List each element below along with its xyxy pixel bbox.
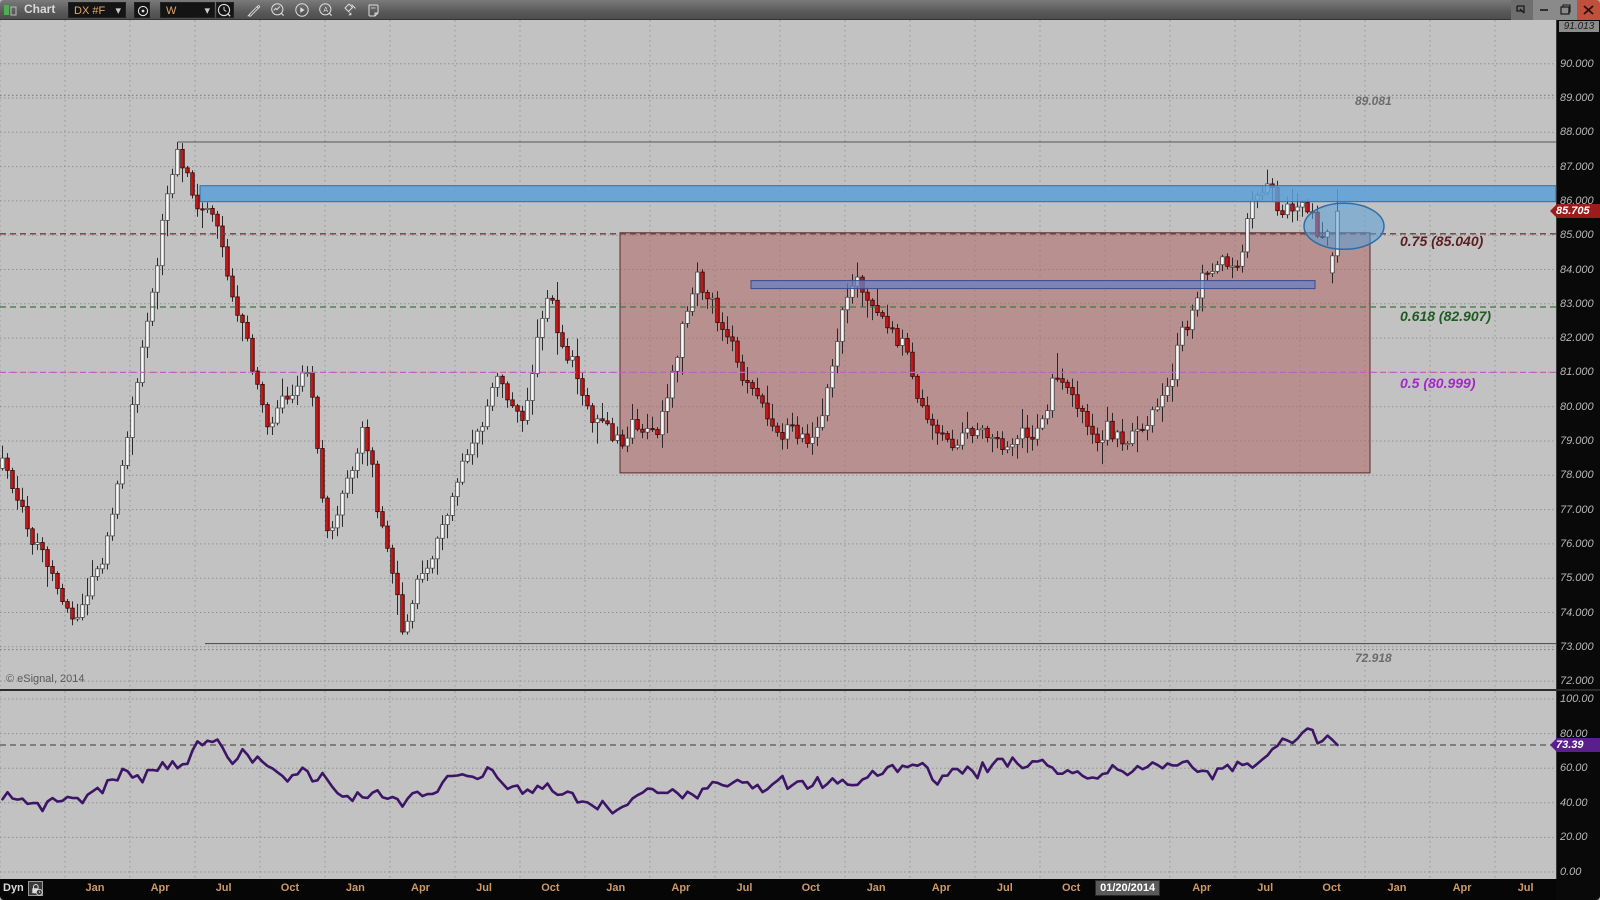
svg-text:A: A	[323, 7, 328, 14]
